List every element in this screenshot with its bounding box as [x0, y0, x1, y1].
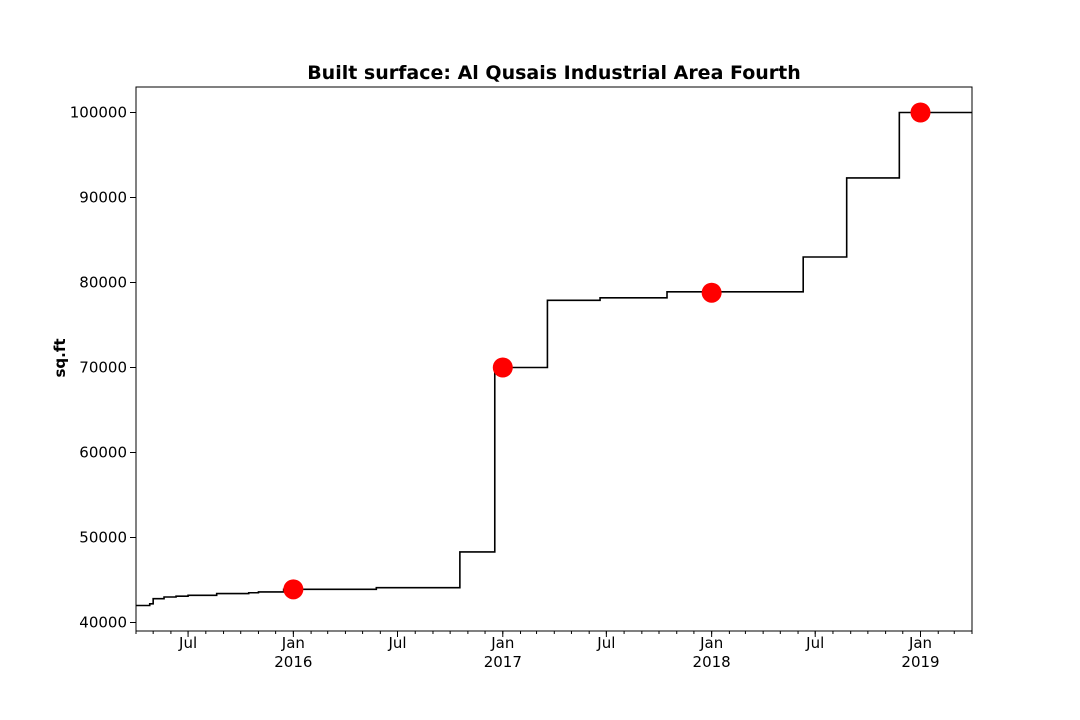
x-tick-label: Jan [490, 634, 514, 652]
plot-area: 40000 50000 60000 70000 80000 90000 100000 Jul… [70, 86, 973, 671]
y-tick-label: 80000 [79, 274, 127, 292]
x-tick-label: Jul [178, 634, 197, 652]
y-tick-label: 70000 [79, 359, 127, 377]
x-tick-label: Jul [387, 634, 406, 652]
y-axis-label: sq.ft [51, 338, 69, 377]
y-tick-label: 60000 [79, 444, 127, 462]
y-tick-label: 40000 [79, 614, 127, 632]
annual-marker-point [492, 357, 513, 378]
annual-marker-point [910, 102, 931, 123]
built-surface-step-line [136, 111, 972, 607]
y-axis: 40000 50000 60000 70000 80000 90000 100000 [70, 104, 136, 632]
chart-title: Built surface: Al Qusais Industrial Area… [307, 62, 801, 84]
x-tick-label: Jan [908, 634, 932, 652]
series-layer [136, 102, 972, 607]
x-tick-year-label: 2018 [693, 653, 731, 671]
x-tick-label: Jan [699, 634, 723, 652]
y-tick-label: 50000 [79, 529, 127, 547]
x-tick-label: Jul [805, 634, 824, 652]
annual-marker-point [283, 579, 304, 600]
annual-marker-point [701, 282, 722, 303]
x-tick-year-label: 2019 [901, 653, 939, 671]
x-tick-year-label: 2016 [274, 653, 312, 671]
x-tick-year-label: 2017 [484, 653, 522, 671]
y-tick-label: 100000 [70, 104, 127, 122]
plot-frame [135, 86, 973, 632]
y-tick-label: 90000 [79, 189, 127, 207]
x-tick-label: Jan [281, 634, 305, 652]
x-tick-label: Jul [596, 634, 615, 652]
